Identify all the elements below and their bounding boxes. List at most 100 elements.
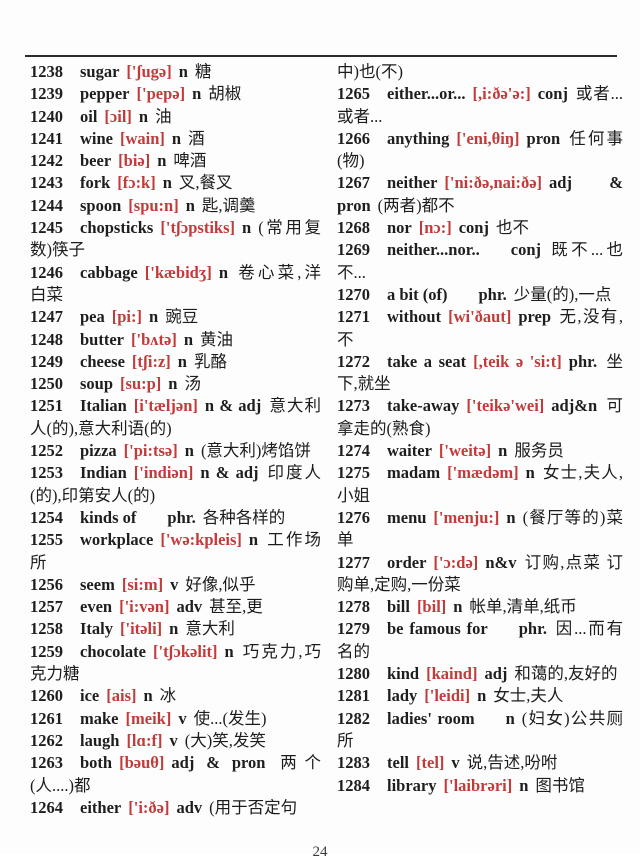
- entry-word: both: [80, 753, 113, 773]
- entry-meaning: 任何事(物): [337, 128, 623, 171]
- vocab-entry: 1245 chopsticks ['tʃɔpstiks] n (常用复数)筷子: [30, 217, 321, 262]
- entry-meaning: 女士,夫人,小姐: [337, 463, 623, 505]
- entry-meaning: 胡椒: [208, 84, 242, 104]
- vocab-entry: 1282 ladies' room n (妇女)公共厕所: [337, 708, 623, 753]
- entry-word: laugh: [80, 730, 120, 750]
- entry-phonetic: [lɑ:f]: [126, 730, 163, 750]
- entry-part-of-speech: n: [169, 619, 179, 639]
- vocab-entry: 1257 even ['i:vən] adv 甚至,更: [30, 596, 321, 618]
- entry-number: 1273: [337, 396, 370, 416]
- entry-phonetic: [ais]: [106, 686, 137, 706]
- entry-phonetic: ['mædəm]: [447, 463, 519, 483]
- entry-word: butter: [80, 329, 124, 349]
- vocab-entry: 1241 wine [wain] n 酒: [30, 128, 321, 150]
- vocab-entry: 1247 pea [pi:] n 豌豆: [30, 306, 321, 328]
- entry-word: fork: [80, 173, 111, 193]
- entry-meaning: 卷心菜,洋白菜: [30, 262, 321, 304]
- entry-number: 1251: [30, 396, 63, 416]
- entry-phonetic: [bil]: [416, 597, 447, 617]
- entry-number: 1246: [30, 262, 63, 282]
- vocab-entry: 1249 cheese [tʃi:z] n 乳酪: [30, 351, 321, 373]
- entry-number: 1283: [337, 753, 370, 773]
- entry-word: wine: [80, 128, 113, 148]
- entry-number: 1275: [337, 463, 370, 483]
- two-column-layout: 1238 sugar ['ʃugə] n 糖 1239 pepper ['pepə] n 胡椒 …: [30, 61, 623, 819]
- entry-word: Indian: [80, 463, 127, 483]
- entry-meaning: 既不...也不...: [337, 240, 623, 282]
- entry-part-of-speech: n & adj: [204, 396, 262, 416]
- entry-phonetic: ['tʃɔkəlit]: [152, 641, 218, 661]
- entry-phonetic: [,teik ə 'si:t]: [473, 351, 562, 371]
- entry-word: make: [80, 708, 119, 728]
- vocab-entry: 1239 pepper ['pepə] n 胡椒: [30, 83, 321, 105]
- entry-phonetic: ['wə:kpleis]: [160, 530, 242, 550]
- entry-meaning: 可拿走的(熟食): [337, 396, 623, 438]
- entry-phonetic: [fɔ:k]: [117, 173, 156, 193]
- entry-number: 1263: [30, 753, 63, 773]
- vocab-entry: 1260 ice [ais] n 冰: [30, 685, 321, 707]
- entry-phonetic: ['ni:ðə,nai:ðə]: [444, 173, 543, 193]
- entry-phonetic: ['laibrəri]: [443, 775, 513, 795]
- entry-part-of-speech: n: [242, 218, 252, 238]
- entry-word: menu: [387, 507, 427, 527]
- page-number: 24: [312, 844, 328, 860]
- entry-meaning: 各种各样的: [202, 507, 286, 527]
- vocab-entry: 1248 butter ['bʌtə] n 黄油: [30, 329, 321, 351]
- entry-phonetic: [wi'ðaut]: [448, 307, 512, 327]
- entry-word: anything: [387, 128, 450, 148]
- entry-phonetic: [spu:n]: [128, 195, 179, 215]
- entry-number: 1265: [337, 84, 370, 104]
- entry-number: 1274: [337, 441, 370, 461]
- vocab-entry: 1254 kinds of phr. 各种各样的: [30, 507, 321, 529]
- vocab-entry: 1246 cabbage ['kæbidʒ] n 卷心菜,洋白菜: [30, 262, 321, 307]
- entry-number: 1256: [30, 574, 63, 594]
- entry-meaning: (意大利)烤馅饼: [200, 441, 311, 461]
- entry-meaning: 甚至,更: [209, 597, 263, 617]
- entry-part-of-speech: conj: [458, 218, 489, 238]
- entry-word: take a seat: [387, 351, 467, 371]
- entry-word: tell: [387, 753, 409, 773]
- entry-number: 1271: [337, 307, 370, 327]
- entry-word: chopsticks: [80, 218, 154, 238]
- entry-part-of-speech: n & adj: [200, 463, 259, 483]
- entry-meaning: 订购,点菜 订购单,定购,一份菜: [337, 552, 623, 594]
- entry-number: 1242: [30, 151, 63, 171]
- entry-phonetic: ['i:ðə]: [128, 797, 170, 817]
- entry-meaning: (用于否定句: [209, 797, 298, 817]
- entry-phonetic: [ɔil]: [104, 106, 132, 126]
- entry-word: ice: [80, 686, 100, 706]
- entry-number: 1270: [337, 284, 370, 304]
- entry-meaning: (妇女)公共厕所: [337, 708, 623, 750]
- vocab-entry: 1240 oil [ɔil] n 油: [30, 106, 321, 128]
- entry-meaning: (大)笑,发笑: [184, 730, 266, 750]
- entry-word: Italy: [80, 619, 113, 639]
- entry-number: 1244: [30, 195, 63, 215]
- entry-part-of-speech: n: [184, 441, 194, 461]
- vocab-entry: 1269 neither...nor.. conj 既不...也不...: [337, 239, 623, 284]
- vocab-entry: 1243 fork [fɔ:k] n 叉,餐叉: [30, 172, 321, 194]
- vocab-entry: 1267 neither ['ni:ðə,nai:ðə] adj & pron (两者)…: [337, 172, 623, 217]
- entry-part-of-speech: pron: [526, 128, 561, 148]
- entry-meaning: 因...而有名的: [337, 619, 624, 661]
- entry-part-of-speech: prep: [518, 307, 552, 327]
- entry-part-of-speech: n: [505, 708, 515, 728]
- entry-word: pea: [80, 307, 105, 327]
- entry-number: 1257: [30, 597, 63, 617]
- entry-part-of-speech: n: [177, 351, 187, 371]
- entry-part-of-speech: v: [178, 708, 187, 728]
- entry-part-of-speech: adv: [176, 597, 203, 617]
- entry-word: sugar: [80, 62, 120, 81]
- entry-word: neither: [387, 173, 438, 193]
- entry-word: neither...nor..: [387, 240, 480, 260]
- vocab-entry: 1263 both [bəuθ] adj & pron 两个(人....)都: [30, 752, 321, 797]
- entry-phonetic: ['pi:tsə]: [123, 441, 178, 461]
- entry-number: 1262: [30, 730, 63, 750]
- entry-part-of-speech: n: [157, 151, 167, 171]
- entry-meaning: 豌豆: [165, 307, 199, 327]
- entry-phonetic: [,i:ðə'ə:]: [472, 84, 531, 104]
- entry-number: 1245: [30, 218, 63, 238]
- vocab-entry: 1272 take a seat [,teik ə 'si:t] phr. 坐下,就坐: [337, 351, 623, 396]
- entry-word: be famous for: [387, 619, 488, 639]
- entry-word: either: [80, 797, 122, 817]
